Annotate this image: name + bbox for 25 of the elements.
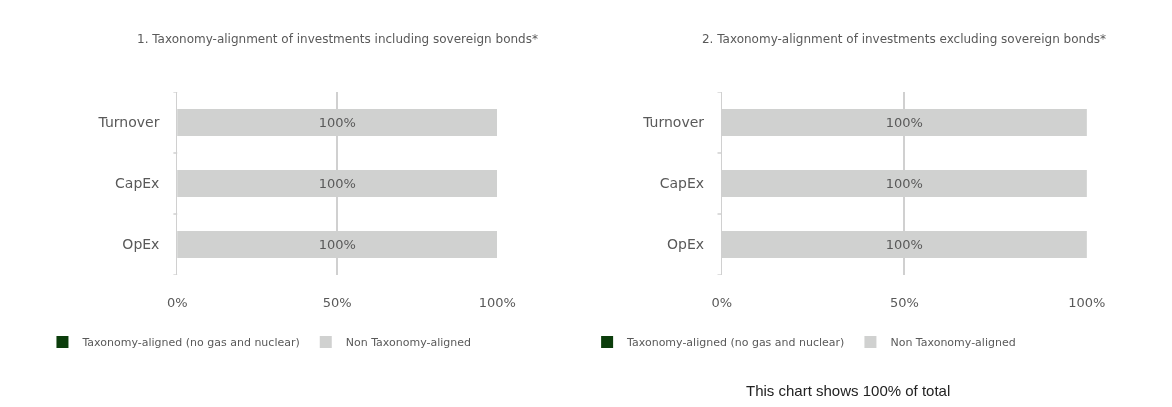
x-tick-label: 0%: [711, 295, 733, 311]
y-tick-label: CapEx: [115, 175, 160, 192]
y-tick-label: CapEx: [659, 175, 705, 192]
data-label: 100%: [318, 237, 356, 253]
data-label: 100%: [318, 114, 356, 130]
data-label: 100%: [885, 237, 923, 253]
chart-title: 2. Taxonomy-alignment of investments excluding sovereign bonds*: [701, 32, 1107, 46]
legend-label: Non Taxonomy-aligned: [345, 336, 472, 350]
x-tick-label: 0%: [166, 295, 188, 311]
data-label: 100%: [885, 114, 923, 130]
legend-label: Taxonomy-aligned (no gas and nuclear): [626, 336, 845, 350]
chart-title: 1. Taxonomy-alignment of investments including sovereign bonds*: [137, 32, 538, 46]
legend-label: Taxonomy-aligned (no gas and nuclear): [81, 336, 300, 350]
y-tick-label: Turnover: [642, 114, 705, 131]
data-label: 100%: [318, 176, 356, 191]
data-label: 100%: [885, 176, 923, 191]
x-tick-label: 50%: [322, 295, 352, 311]
legend-label: Non Taxonomy-aligned: [890, 336, 1016, 350]
y-tick-label: Turnover: [97, 114, 160, 131]
x-tick-label: 100%: [478, 295, 516, 311]
text: This chart shows 100% of total: [746, 382, 951, 399]
y-tick-label: OpEx: [122, 236, 160, 253]
y-tick-label: OpEx: [667, 236, 705, 253]
x-tick-label: 100%: [1068, 295, 1106, 311]
x-tick-label: 50%: [889, 295, 919, 311]
